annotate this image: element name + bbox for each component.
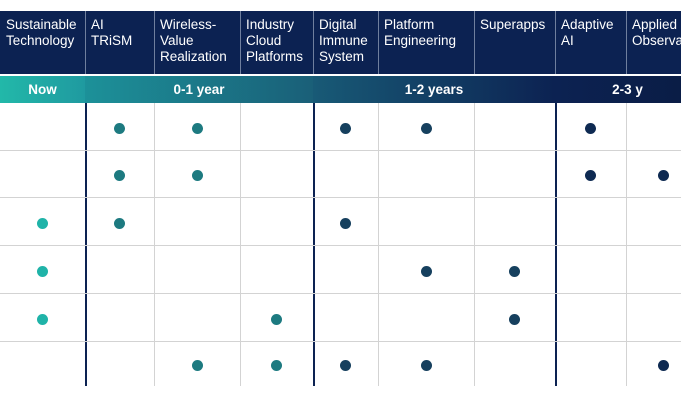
- matrix-dot: [509, 313, 520, 325]
- matrix-dot: [585, 170, 596, 181]
- grid-line-vertical: [474, 103, 475, 386]
- header-divider: [626, 11, 627, 74]
- grid-line-vertical: [626, 103, 627, 386]
- grid-line-vertical: [154, 103, 155, 386]
- matrix-dot: [340, 217, 351, 229]
- time-horizon-label: 1-2 years: [404, 82, 464, 97]
- header-divider: [555, 11, 556, 74]
- column-header: Sustainable Technology: [0, 11, 85, 74]
- time-horizon-label: 0-1 year: [173, 82, 225, 97]
- grid-line-horizontal: [0, 150, 681, 151]
- grid-line-horizontal: [0, 245, 681, 246]
- matrix-dot: [420, 123, 432, 134]
- header-divider: [313, 11, 314, 74]
- column-header: Industry Cloud Platforms: [240, 11, 313, 74]
- matrix-dot: [420, 265, 432, 277]
- matrix-dot: [37, 265, 48, 277]
- column-header: Adaptive AI: [555, 11, 626, 74]
- matrix-dot: [191, 360, 203, 371]
- column-header: Platform Engineering: [378, 11, 474, 74]
- matrix-dot: [37, 217, 48, 229]
- time-horizon-band: [0, 76, 85, 103]
- column-header: AI TRiSM: [85, 11, 154, 74]
- matrix-dot: [657, 360, 669, 371]
- time-horizon-band: [313, 76, 555, 103]
- column-header: Applied Observab: [626, 11, 681, 74]
- matrix-dot: [340, 123, 351, 134]
- matrix-dot: [340, 360, 351, 371]
- matrix-dot: [114, 123, 125, 134]
- band-divider-line: [313, 103, 315, 386]
- matrix-dot: [191, 123, 203, 134]
- matrix-dot: [585, 123, 596, 134]
- header-divider: [378, 11, 379, 74]
- header-divider: [240, 11, 241, 74]
- header-divider: [85, 11, 86, 74]
- matrix-dot: [271, 360, 282, 371]
- matrix-dot: [191, 170, 203, 181]
- time-horizon-label: 2-3 y: [612, 82, 643, 97]
- column-header: Superapps: [474, 11, 555, 74]
- time-horizon-band: [85, 76, 313, 103]
- matrix-dot: [509, 265, 520, 277]
- grid-line-horizontal: [0, 197, 681, 198]
- column-header: Digital Immune System: [313, 11, 378, 74]
- band-divider-line: [85, 103, 87, 386]
- grid-line-vertical: [378, 103, 379, 386]
- grid-line-vertical: [240, 103, 241, 386]
- grid-line-horizontal: [0, 293, 681, 294]
- column-header: Wireless- Value Realization: [154, 11, 240, 74]
- header-divider: [474, 11, 475, 74]
- grid-line-horizontal: [0, 341, 681, 342]
- matrix-dot: [114, 217, 125, 229]
- matrix-dot: [657, 170, 669, 181]
- time-horizon-label: Now: [28, 82, 57, 97]
- header-divider: [154, 11, 155, 74]
- matrix-dot: [37, 313, 48, 325]
- matrix-dot: [114, 170, 125, 181]
- matrix-dot: [420, 360, 432, 371]
- matrix-dot: [271, 313, 282, 325]
- time-horizon-band: [555, 76, 681, 103]
- band-divider-line: [555, 103, 557, 386]
